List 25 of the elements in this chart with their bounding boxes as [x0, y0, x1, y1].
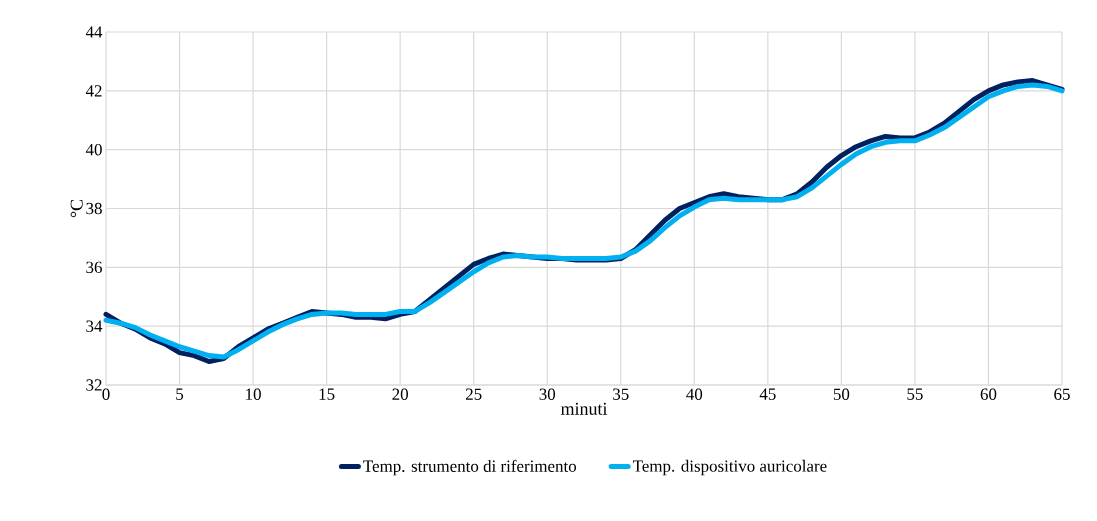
x-tick-label: 20 [392, 388, 408, 400]
x-tick-label: 30 [539, 388, 556, 400]
x-tick-label: 15 [319, 388, 335, 400]
y-tick-label: 40 [85, 143, 102, 156]
x-tick-label: 55 [907, 388, 923, 400]
x-tick-label: 45 [759, 388, 776, 400]
x-tick-label: 50 [833, 388, 850, 400]
x-axis-title: minuti [560, 402, 608, 415]
x-tick-label: 35 [613, 388, 629, 400]
y-tick-label: 42 [85, 85, 102, 97]
legend-label: Temp. dispositivo auricolare [632, 459, 827, 476]
x-tick-label: 0 [102, 388, 110, 400]
legend-label: Temp. strumento di riferimento [363, 459, 577, 476]
y-tick-label: 38 [86, 202, 102, 215]
y-axis-title: °C [70, 199, 83, 218]
y-tick-label: 32 [86, 379, 102, 391]
x-tick-label: 60 [980, 388, 997, 400]
x-tick-label: 5 [176, 388, 184, 400]
x-tick-label: 10 [246, 388, 261, 400]
x-tick-label: 40 [686, 388, 703, 400]
x-tick-label: 65 [1054, 388, 1070, 400]
y-tick-label: 36 [86, 261, 102, 274]
x-tick-label: 25 [465, 388, 482, 400]
y-tick-label: 34 [86, 320, 103, 332]
y-tick-label: 44 [85, 26, 103, 38]
